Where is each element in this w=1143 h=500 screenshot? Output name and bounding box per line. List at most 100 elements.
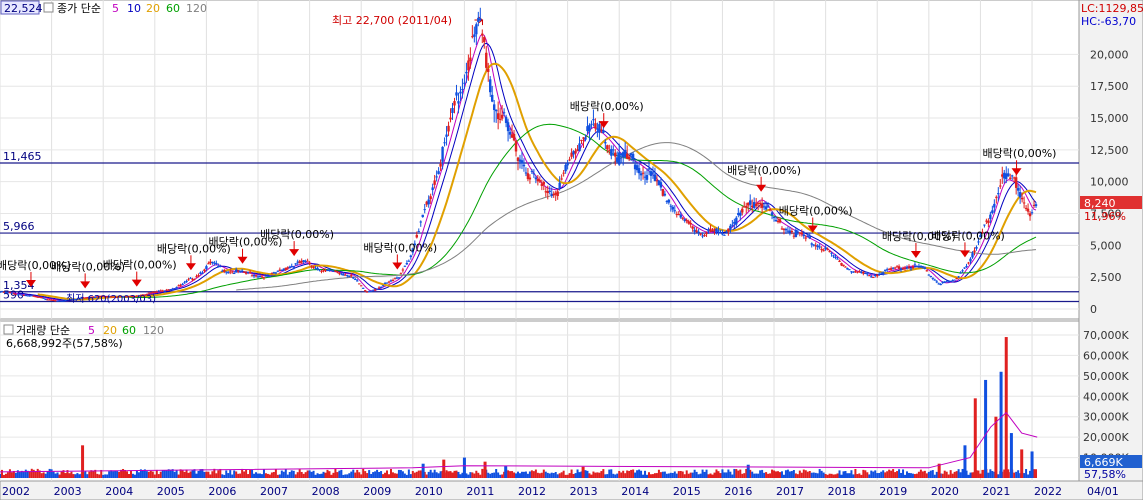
volume-bar — [733, 468, 736, 478]
dividend-marker-arrow — [237, 256, 248, 264]
volume-bar — [778, 472, 781, 478]
candle-body — [905, 267, 909, 269]
volume-bar — [1023, 473, 1026, 478]
candle-body — [512, 133, 516, 141]
volume-bar — [294, 474, 297, 478]
volume-bar — [78, 474, 81, 478]
candle-body — [683, 219, 686, 221]
volume-bar — [157, 474, 160, 478]
candle-body — [729, 225, 732, 230]
candle-body — [447, 125, 450, 132]
dividend-marker-label: 배당락(0,00%) — [157, 242, 231, 255]
volume-bar — [852, 474, 855, 478]
ma-period-5: 5 — [112, 2, 119, 15]
volume-bar — [429, 469, 432, 478]
candle-body — [963, 267, 966, 269]
candle-body — [389, 280, 393, 282]
candle-body — [316, 267, 319, 270]
candle-body — [399, 273, 403, 275]
candle-body — [26, 295, 29, 297]
candle-body — [977, 241, 980, 243]
volume-bar — [517, 471, 520, 478]
volume-bar — [98, 474, 101, 478]
volume-bar — [163, 470, 166, 478]
volume-bar — [139, 469, 142, 478]
volume-bar — [241, 468, 244, 478]
volume-bar — [677, 471, 680, 478]
volume-bar — [767, 473, 770, 478]
volume-bar — [522, 471, 525, 478]
dividend-marker-label: 배당락(0,00%) — [51, 260, 125, 273]
volume-bar — [693, 469, 696, 478]
candle-body — [461, 89, 464, 91]
volume-bar — [923, 470, 926, 478]
candle-body — [262, 277, 266, 279]
volume-bar — [548, 473, 551, 478]
candle-body — [796, 231, 800, 233]
current-price-value: 8,240 — [1084, 197, 1116, 210]
volume-bar — [830, 473, 833, 478]
volume-axis-tick: 20,000K — [1083, 431, 1129, 444]
candle-body — [971, 253, 974, 258]
volume-bar — [455, 470, 458, 478]
volume-bar — [566, 474, 569, 478]
volume-bar — [233, 470, 236, 478]
volume-bar — [842, 471, 845, 478]
reference-line-label: 1,354 — [3, 279, 35, 292]
volume-bar — [437, 473, 440, 478]
volume-bar — [417, 470, 420, 478]
candle-body — [68, 299, 71, 301]
volume-bar — [610, 469, 613, 478]
stock-code[interactable]: 22,524 — [4, 2, 43, 15]
volume-bar — [149, 471, 152, 478]
volume-bar — [933, 474, 936, 478]
volume-info: 6,668,992주(57,58%) — [6, 337, 123, 350]
volume-bar — [30, 468, 33, 478]
candle-body — [846, 268, 849, 270]
volume-bar — [409, 474, 412, 478]
volume-bar — [10, 472, 13, 478]
x-axis-label: 2003 — [54, 485, 82, 498]
candle-body — [270, 273, 274, 275]
volume-bar — [606, 474, 609, 478]
volume-bar — [90, 470, 93, 478]
volume-bar — [108, 471, 111, 478]
volume-bar — [882, 470, 885, 478]
candle-body — [602, 130, 605, 133]
candle-body — [586, 126, 589, 132]
volume-bar — [368, 470, 371, 478]
dividend-marker-label: 배당락(0,00%) — [983, 147, 1057, 160]
dividend-marker-label: 배당락(0,00%) — [363, 241, 437, 254]
candle-body — [288, 266, 291, 269]
volume-bar — [491, 472, 494, 478]
volume-bar — [56, 472, 59, 478]
candle-body — [997, 193, 1000, 195]
volume-bar — [193, 469, 196, 478]
volume-bar — [52, 471, 55, 478]
candle-body — [699, 233, 702, 235]
candle-body — [195, 276, 198, 278]
candle-body — [701, 235, 704, 237]
volume-spike-bar — [1004, 337, 1008, 478]
candle-body — [94, 296, 97, 298]
volume-bar — [296, 472, 299, 478]
x-axis-label: 2004 — [105, 485, 133, 498]
candle-body — [874, 275, 877, 277]
candle-body — [358, 283, 361, 285]
volume-bar — [320, 473, 323, 478]
x-axis-label: 2017 — [776, 485, 804, 498]
volume-bar — [191, 470, 194, 478]
volume-bar — [205, 471, 208, 478]
volume-bar — [96, 473, 99, 478]
volume-bar — [671, 472, 674, 478]
volume-spike-bar — [1020, 449, 1024, 478]
volume-bar — [624, 473, 627, 478]
volume-bar — [447, 471, 450, 478]
price-axis-tick: 10,000 — [1090, 176, 1129, 189]
candle-body — [100, 295, 103, 297]
candle-body — [663, 193, 667, 196]
volume-bar — [538, 473, 541, 478]
volume-bar — [659, 472, 662, 478]
candle-body — [687, 221, 690, 224]
